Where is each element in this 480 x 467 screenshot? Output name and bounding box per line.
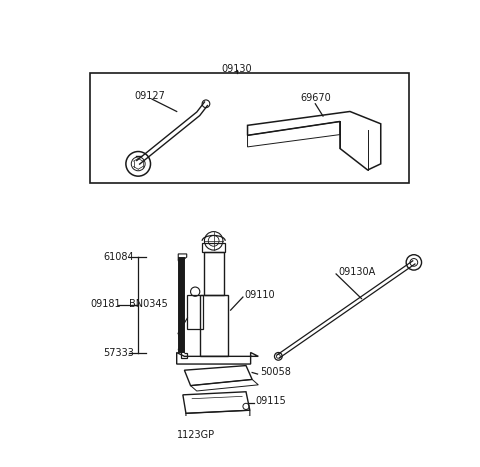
Text: 09110: 09110 — [244, 290, 275, 300]
Text: 09115: 09115 — [255, 396, 286, 406]
Bar — [202, 243, 225, 252]
Bar — [200, 295, 228, 356]
Text: 09130A: 09130A — [338, 267, 376, 276]
Text: 09181: 09181 — [90, 299, 121, 309]
Bar — [90, 73, 409, 183]
Text: BN0345: BN0345 — [129, 299, 168, 309]
Text: 09130: 09130 — [221, 64, 252, 74]
Text: 69670: 69670 — [300, 93, 331, 103]
Text: 50058: 50058 — [260, 367, 291, 377]
Text: 61084: 61084 — [104, 252, 134, 262]
Text: 09127: 09127 — [134, 91, 165, 101]
Bar — [188, 295, 203, 329]
Text: 1123GP: 1123GP — [177, 430, 215, 440]
Bar — [204, 252, 224, 295]
Text: 57333: 57333 — [104, 348, 134, 358]
